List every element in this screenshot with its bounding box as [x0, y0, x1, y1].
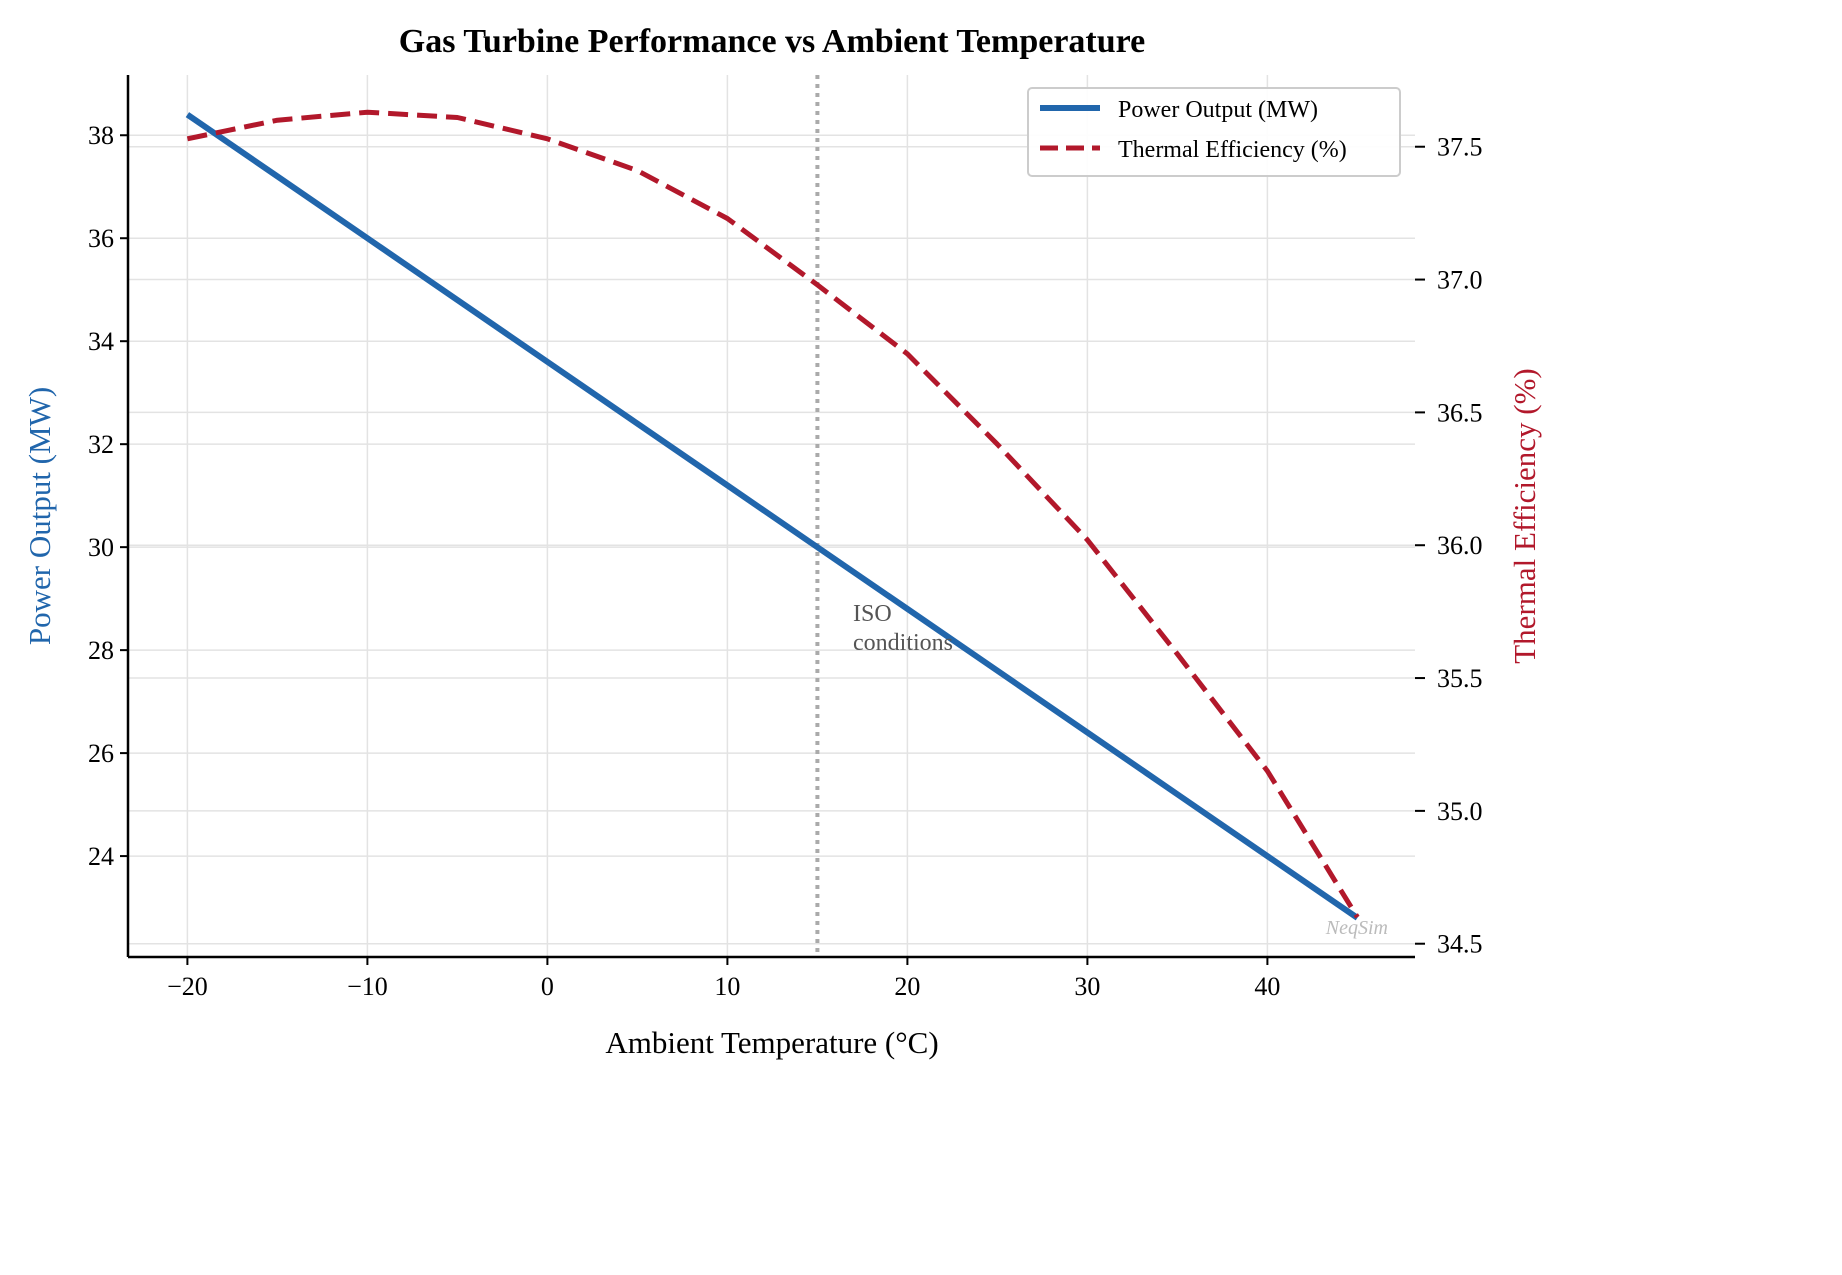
legend-label-power: Power Output (MW): [1118, 97, 1318, 123]
x-tick-label: 10: [714, 972, 740, 1001]
series-group: [185, 109, 1360, 921]
x-tick-label: −20: [167, 972, 208, 1001]
y-left-tick-label: 30: [88, 533, 114, 562]
x-tick-label: 40: [1254, 972, 1280, 1001]
y-left-tick-label: 34: [88, 327, 114, 356]
y-left-tick-label: 26: [88, 739, 114, 768]
legend-box: [1027, 87, 1401, 177]
y-left-tick-label: 28: [88, 636, 114, 665]
power-output-line: [185, 112, 1360, 921]
x-tick-label: 0: [541, 972, 554, 1001]
watermark: NeqSim: [1325, 917, 1388, 939]
annotation-line-1: ISO: [853, 601, 892, 627]
thermal-efficiency-line: [186, 109, 1360, 919]
chart-title: Gas Turbine Performance vs Ambient Tempe…: [399, 23, 1145, 60]
y-left-tick-label: 36: [88, 224, 114, 253]
y-right-tick-label: 36.5: [1437, 398, 1483, 427]
y-axis-left-label: Power Output (MW): [22, 387, 57, 645]
x-axis-label: Ambient Temperature (°C): [605, 1025, 938, 1060]
legend-label-efficiency: Thermal Efficiency (%): [1118, 137, 1347, 163]
y-left-tick-label: 38: [88, 121, 114, 150]
y-axis-right-label: Thermal Efficiency (%): [1507, 368, 1542, 664]
annotation-line-2: conditions: [853, 630, 953, 656]
y-left-tick-label: 24: [88, 842, 114, 871]
y-right-tick-label: 35.5: [1437, 664, 1483, 693]
y-right-tick-label: 36.0: [1437, 531, 1483, 560]
y-right-tick-label: 35.0: [1437, 797, 1483, 826]
y-right-tick-label: 34.5: [1437, 930, 1483, 959]
x-tick-label: −10: [347, 972, 388, 1001]
x-tick-label: 30: [1074, 972, 1100, 1001]
iso-annotation: ISO conditions: [853, 601, 953, 656]
axes: −20 −10 0 10 20 30 40 24 26 28 30 32 34 36 38 34.5 35.0 3…: [88, 75, 1483, 1001]
y-right-tick-label: 37.0: [1437, 266, 1483, 295]
y-right-tick-label: 37.5: [1437, 133, 1483, 162]
y-left-tick-label: 32: [88, 430, 114, 459]
x-tick-label: 20: [894, 972, 920, 1001]
legend: Power Output (MW) Thermal Efficiency (%): [1027, 87, 1401, 177]
